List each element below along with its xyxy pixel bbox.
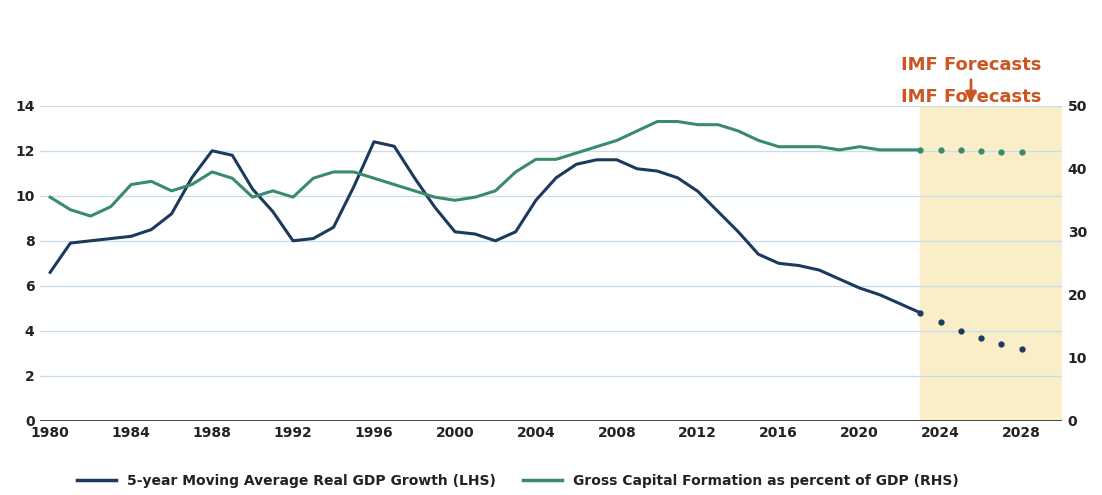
Legend: 5-year Moving Average Real GDP Growth (LHS), Gross Capital Formation as percent : 5-year Moving Average Real GDP Growth (L… — [77, 474, 959, 488]
Text: IMF Forecasts: IMF Forecasts — [900, 88, 1041, 106]
Bar — [920, 106, 1062, 421]
Text: IMF Forecasts: IMF Forecasts — [900, 56, 1041, 100]
